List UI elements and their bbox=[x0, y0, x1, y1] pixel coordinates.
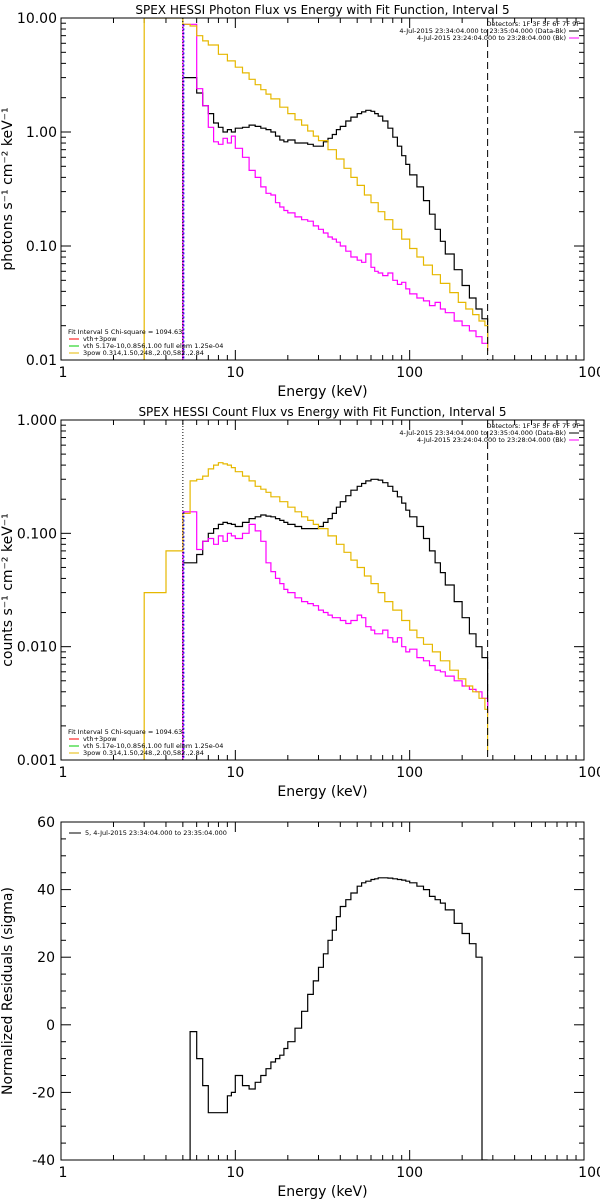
x-axis-label: Energy (keV) bbox=[277, 784, 367, 800]
x-tick-label: 1000 bbox=[578, 765, 600, 781]
y-tick-label: 0 bbox=[46, 1018, 55, 1034]
plot-frame bbox=[60, 17, 585, 361]
x-tick-label: 1 bbox=[59, 765, 68, 781]
series-line-1 bbox=[182, 877, 488, 1160]
x-tick-label: 1 bbox=[59, 365, 68, 381]
fit-legend-label: vth 5.17e-10,0.856,1.00 full elem 1.25e-… bbox=[83, 742, 223, 750]
plot-frame bbox=[60, 821, 585, 1161]
fit-legend-label: vth+3pow bbox=[83, 735, 117, 743]
x-tick-label: 10 bbox=[226, 1165, 244, 1181]
x-tick-label: 1000 bbox=[578, 365, 600, 381]
fit-legend-label: vth+3pow bbox=[83, 335, 117, 343]
y-axis-label: counts s⁻¹ cm⁻² keV⁻¹ bbox=[0, 513, 16, 667]
legend-entry-label: 4-Jul-2015 23:24:04.000 to 23:28:04.000 … bbox=[417, 34, 566, 42]
plot-area bbox=[143, 420, 489, 760]
plot-frame bbox=[60, 419, 585, 761]
y-tick-label: 20 bbox=[37, 950, 55, 966]
legend-detectors: Detectors: 1F 3F 5F 6F 7F 9F bbox=[486, 422, 580, 430]
fit-legend-label: 3pow 0.314,1.50,248.,2.00,582.,2.84 bbox=[83, 749, 204, 757]
y-tick-label: 0.100 bbox=[17, 526, 57, 542]
y-tick-label: 1.000 bbox=[17, 413, 57, 429]
y-tick-label: 40 bbox=[37, 883, 55, 899]
y-tick-label: 0.10 bbox=[26, 239, 57, 255]
legend-entry-label: 5, 4-Jul-2015 23:34:04.000 to 23:35:04.0… bbox=[85, 829, 227, 837]
plot-area bbox=[143, 18, 489, 360]
y-tick-label: 60 bbox=[37, 815, 55, 831]
legend-entry-label: 4-Jul-2015 23:34:04.000 to 23:35:04.000 … bbox=[399, 429, 566, 437]
y-tick-label: 10.00 bbox=[17, 11, 57, 27]
series-line-3 bbox=[143, 18, 489, 360]
chart-title: SPEX HESSI Count Flux vs Energy with Fit… bbox=[138, 405, 506, 419]
fit-legend-header: Fit Interval 5 Chi-square = 1094.63 bbox=[68, 328, 182, 336]
series-line-1 bbox=[182, 478, 489, 760]
y-tick-label: 1.00 bbox=[26, 125, 57, 141]
y-axis-label: Normalized Residuals (sigma) bbox=[0, 887, 16, 1095]
chart-panel-2: SPEX HESSI Count Flux vs Energy with Fit… bbox=[0, 405, 600, 800]
fit-legend-label: vth 5.17e-10,0.856,1.00 full elem 1.25e-… bbox=[83, 342, 223, 350]
legend-entry-label: 4-Jul-2015 23:34:04.000 to 23:35:04.000 … bbox=[399, 27, 566, 35]
x-tick-label: 100 bbox=[396, 365, 423, 381]
x-tick-label: 1000 bbox=[578, 1165, 600, 1181]
x-tick-label: 10 bbox=[226, 765, 244, 781]
series-line-1 bbox=[182, 77, 489, 360]
y-axis-label: photons s⁻¹ cm⁻² keV⁻¹ bbox=[0, 107, 16, 270]
x-tick-label: 1 bbox=[59, 1165, 68, 1181]
x-tick-label: 100 bbox=[396, 765, 423, 781]
chart-panel-1: SPEX HESSI Photon Flux vs Energy with Fi… bbox=[0, 3, 600, 400]
y-tick-label: 0.010 bbox=[17, 640, 57, 656]
y-tick-label: -40 bbox=[32, 1153, 55, 1169]
fit-legend-label: 3pow 0.314,1.50,248.,2.00,582.,2.84 bbox=[83, 349, 204, 357]
series-line-3 bbox=[143, 462, 489, 760]
x-tick-label: 10 bbox=[226, 365, 244, 381]
x-axis-label: Energy (keV) bbox=[277, 1184, 367, 1200]
plot-area bbox=[182, 877, 488, 1160]
chart-panel-3: 1 10 100 1000 Energy (keV) -40 -20 0 20 40 60 Norma… bbox=[0, 815, 600, 1200]
y-tick-label: 0.001 bbox=[17, 753, 57, 769]
series-line-2 bbox=[182, 511, 489, 760]
x-tick-label: 100 bbox=[396, 1165, 423, 1181]
x-axis-label: Energy (keV) bbox=[277, 384, 367, 400]
legend-entry-label: 4-Jul-2015 23:24:04.000 to 23:28:04.000 … bbox=[417, 436, 566, 444]
legend-detectors: Detectors: 1F 3F 5F 6F 7F 9F bbox=[486, 20, 580, 28]
series-line-2 bbox=[182, 23, 489, 360]
y-tick-label: 0.01 bbox=[26, 353, 57, 369]
y-tick-label: -20 bbox=[32, 1085, 55, 1101]
fit-legend-header: Fit Interval 5 Chi-square = 1094.63 bbox=[68, 728, 182, 736]
chart-title: SPEX HESSI Photon Flux vs Energy with Fi… bbox=[135, 3, 509, 17]
